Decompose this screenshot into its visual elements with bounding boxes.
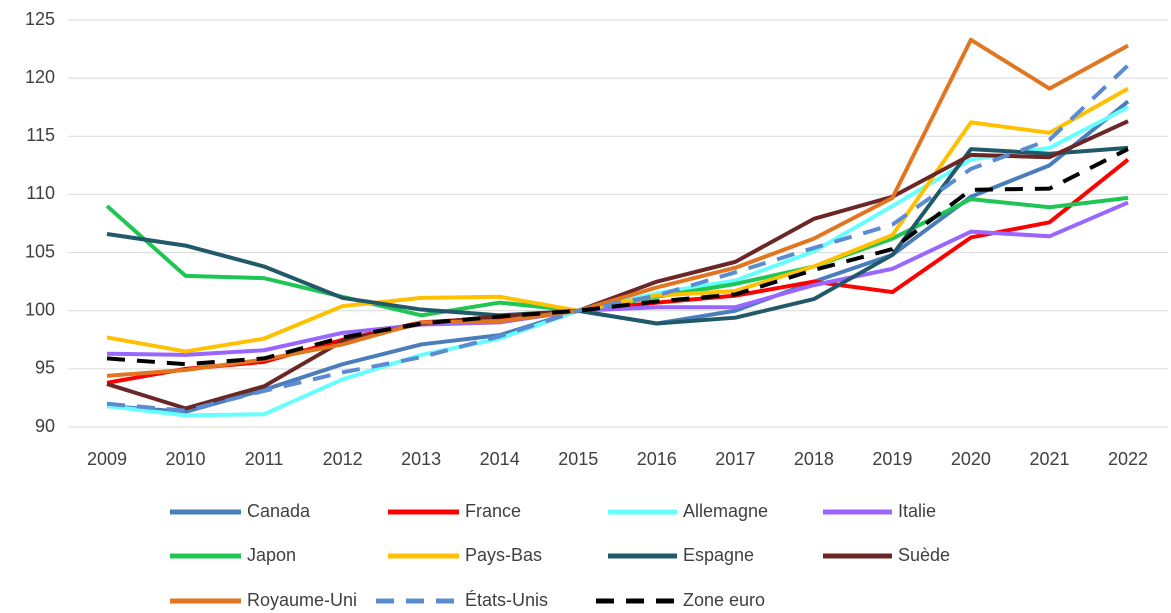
x-tick-label: 2013 — [401, 449, 441, 469]
x-tick-label: 2009 — [87, 449, 127, 469]
legend-label: Pays-Bas — [465, 545, 542, 565]
series-line — [106, 86, 1129, 354]
series-line — [106, 145, 1129, 326]
legend-label: Royaume-Uni — [247, 590, 357, 610]
y-tick-label: 115 — [26, 125, 55, 145]
x-tick-label: 2012 — [323, 449, 363, 469]
y-tick-label: 100 — [25, 299, 55, 319]
x-tick-label: 2021 — [1029, 449, 1069, 469]
x-tick-label: 2015 — [558, 449, 598, 469]
x-tick-label: 2022 — [1108, 449, 1148, 469]
legend-label: Zone euro — [683, 590, 765, 610]
legend-label: États-Unis — [465, 590, 548, 610]
y-tick-label: 105 — [25, 241, 55, 261]
x-tick-label: 2017 — [715, 449, 755, 469]
y-tick-label: 95 — [35, 358, 55, 378]
y-tick-label: 90 — [35, 416, 55, 436]
series-line — [106, 200, 1129, 357]
series-line — [106, 63, 1130, 413]
y-tick-label: 125 — [25, 9, 55, 29]
x-tick-label: 2010 — [166, 449, 206, 469]
y-tick-label: 110 — [26, 183, 55, 203]
x-tick-label: 2018 — [794, 449, 834, 469]
x-tick-label: 2011 — [245, 449, 284, 469]
x-tick-label: 2014 — [480, 449, 520, 469]
legend-label: Japon — [247, 545, 296, 565]
legend-label: Espagne — [683, 545, 754, 565]
y-tick-label: 120 — [25, 67, 55, 87]
x-tick-label: 2020 — [951, 449, 991, 469]
x-tick-label: 2016 — [637, 449, 677, 469]
legend-label: Allemagne — [683, 501, 768, 521]
legend-label: Italie — [898, 501, 936, 521]
series-line — [106, 37, 1129, 378]
legend-label: France — [465, 501, 521, 521]
x-tick-label: 2019 — [872, 449, 912, 469]
legend-label: Canada — [247, 501, 311, 521]
series-line — [106, 147, 1129, 367]
series-line — [106, 119, 1129, 411]
legend-label: Suède — [898, 545, 950, 565]
